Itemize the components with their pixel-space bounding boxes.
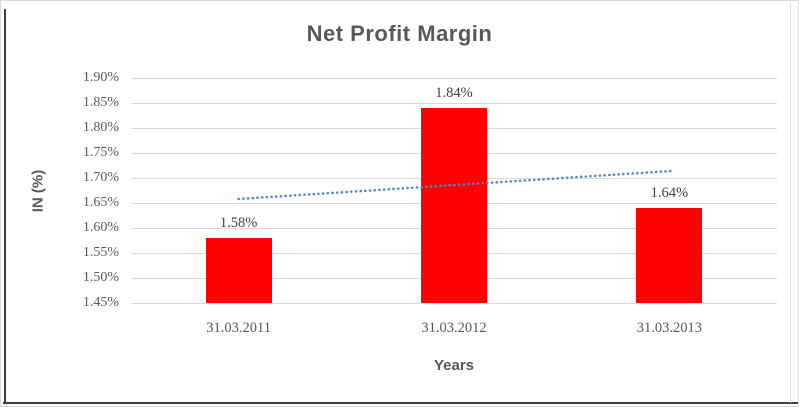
bar-data-label: 1.58% bbox=[219, 215, 258, 231]
bar bbox=[421, 108, 487, 303]
frame-border-bottom bbox=[3, 402, 798, 404]
y-tick-label: 1.70% bbox=[82, 170, 119, 185]
y-tick-label: 1.80% bbox=[82, 120, 119, 135]
x-category-label: 31.03.2012 bbox=[421, 320, 487, 336]
frame-border-right bbox=[790, 3, 791, 403]
y-gridline bbox=[131, 77, 777, 79]
bar bbox=[636, 208, 703, 303]
bar-data-label: 1.84% bbox=[435, 85, 473, 101]
y-tick-label: 1.90% bbox=[82, 70, 119, 85]
x-axis-title: Years bbox=[433, 357, 475, 374]
y-tick-label: 1.75% bbox=[82, 145, 119, 160]
bar-data-label: 1.64% bbox=[650, 185, 689, 201]
y-tick-label: 1.50% bbox=[82, 270, 119, 285]
y-tick-label: 1.60% bbox=[82, 220, 119, 235]
x-category-label: 31.03.2011 bbox=[206, 320, 272, 336]
y-tick-label: 1.65% bbox=[82, 195, 119, 210]
chart-title: Net Profit Margin bbox=[306, 21, 493, 46]
y-gridline bbox=[131, 302, 777, 304]
y-tick-label: 1.85% bbox=[82, 95, 119, 110]
y-tick-label: 1.55% bbox=[82, 245, 119, 260]
bar bbox=[205, 238, 272, 303]
frame-border-left bbox=[4, 9, 6, 403]
x-category-label: 31.03.2013 bbox=[636, 320, 702, 336]
y-tick-label: 1.45% bbox=[82, 295, 119, 310]
y-gridline bbox=[131, 102, 777, 104]
